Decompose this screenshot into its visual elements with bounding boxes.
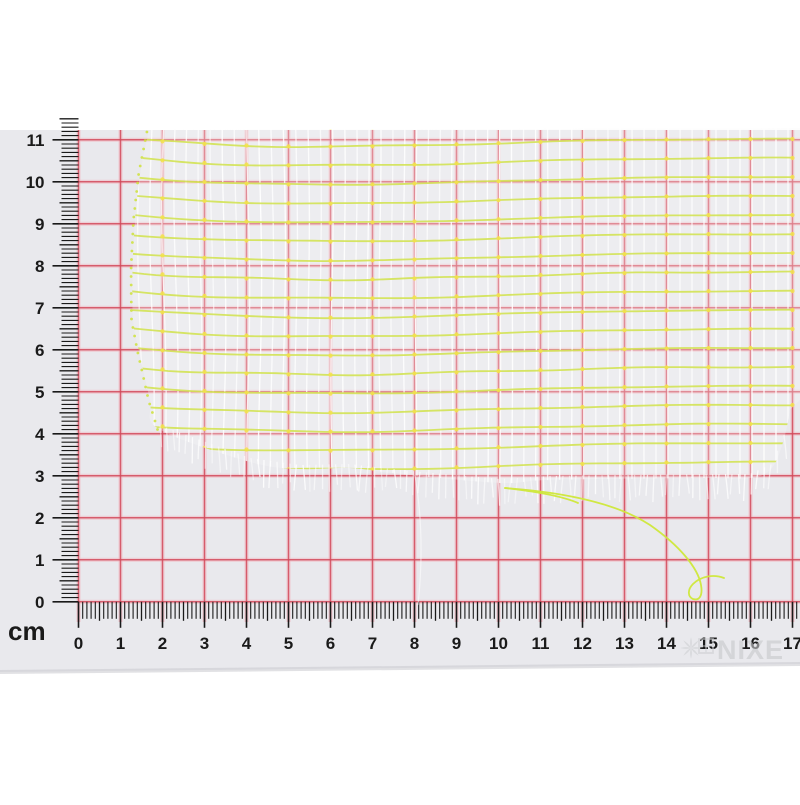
svg-text:2: 2 <box>158 634 167 653</box>
svg-text:NIXE: NIXE <box>717 635 784 665</box>
svg-text:5: 5 <box>35 383 44 402</box>
svg-text:6: 6 <box>326 634 335 653</box>
svg-text:11: 11 <box>27 131 45 150</box>
svg-text:11: 11 <box>532 634 550 653</box>
svg-text:8: 8 <box>410 634 419 653</box>
svg-text:3: 3 <box>200 634 209 653</box>
svg-text:10: 10 <box>489 634 508 653</box>
svg-text:3: 3 <box>35 467 44 486</box>
svg-text:9: 9 <box>35 215 44 234</box>
svg-text:1: 1 <box>35 551 44 570</box>
svg-text:10: 10 <box>26 173 45 192</box>
svg-text:14: 14 <box>657 634 676 653</box>
svg-text:5: 5 <box>284 634 293 653</box>
svg-text:2: 2 <box>35 509 44 528</box>
svg-text:7: 7 <box>368 634 377 653</box>
svg-text:13: 13 <box>615 634 634 653</box>
svg-text:cm: cm <box>8 616 46 646</box>
svg-text:9: 9 <box>452 634 461 653</box>
svg-text:15: 15 <box>699 634 718 653</box>
svg-text:12: 12 <box>573 634 592 653</box>
svg-text:4: 4 <box>35 425 45 444</box>
svg-text:6: 6 <box>35 341 44 360</box>
svg-text:1: 1 <box>116 634 125 653</box>
svg-text:7: 7 <box>35 299 44 318</box>
svg-text:0: 0 <box>74 634 83 653</box>
svg-text:4: 4 <box>242 634 252 653</box>
svg-text:17: 17 <box>783 634 800 653</box>
svg-text:8: 8 <box>35 257 44 276</box>
svg-text:0: 0 <box>35 593 44 612</box>
